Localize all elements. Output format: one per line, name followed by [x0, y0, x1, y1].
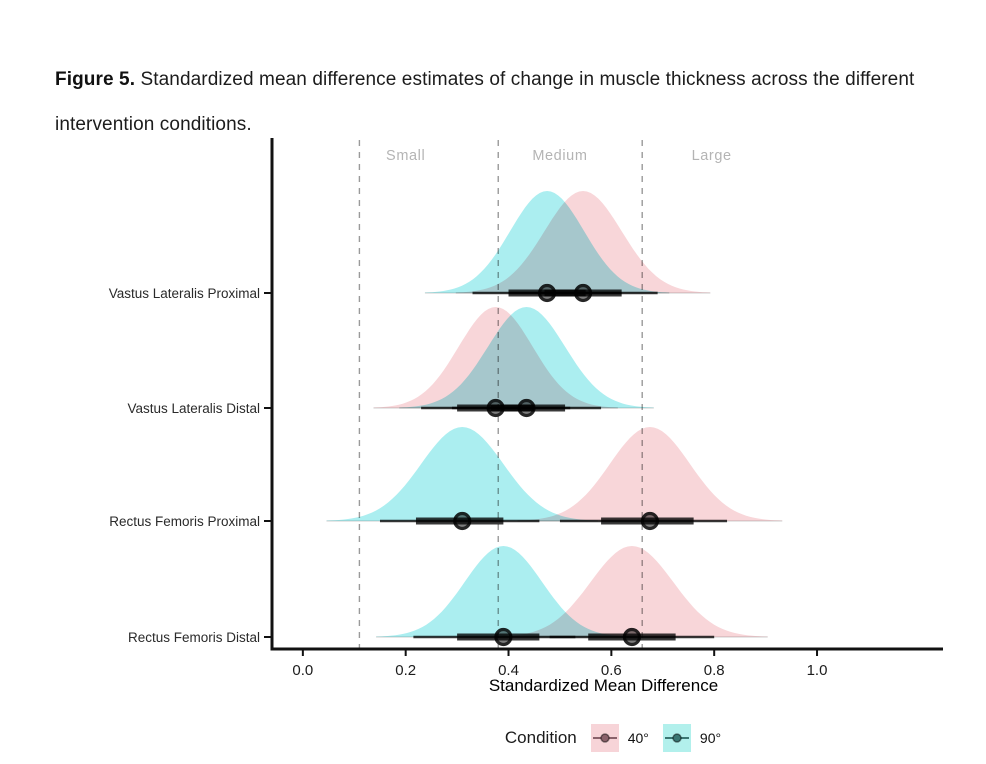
row-rectus-femoris-distal	[376, 546, 768, 647]
legend-glyph-90-icon	[664, 733, 689, 743]
x-tick-label-0.2: 0.2	[395, 662, 416, 679]
figure-caption: Figure 5. Standardized mean difference e…	[55, 57, 947, 147]
density-90-vastus-lateralis-proximal	[424, 191, 670, 293]
density-90-vastus-lateralis-distal	[399, 307, 654, 408]
legend-entry-90-label: 90°	[699, 730, 722, 746]
legend-entry-40: 40°	[590, 724, 649, 752]
region-label-large: Large	[692, 148, 732, 164]
y-label-rectus-femoris-distal: Rectus Femoris Distal	[128, 630, 260, 645]
point-estimate-90-rectus-femoris-proximal	[453, 511, 472, 531]
row-rectus-femoris-proximal	[326, 427, 783, 531]
point-estimate-90-vastus-lateralis-proximal	[537, 283, 557, 303]
row-vastus-lateralis-distal	[373, 307, 654, 418]
x-tick-label-1.0: 1.0	[807, 662, 828, 679]
x-tick-label-0.8: 0.8	[704, 662, 725, 679]
y-label-vastus-lateralis-proximal: Vastus Lateralis Proximal	[109, 286, 260, 301]
row-vastus-lateralis-proximal	[424, 191, 711, 303]
y-label-rectus-femoris-proximal: Rectus Femoris Proximal	[109, 514, 260, 529]
y-label-vastus-lateralis-distal: Vastus Lateralis Distal	[127, 401, 260, 416]
region-label-small: Small	[386, 148, 425, 164]
x-tick-label-0.6: 0.6	[601, 662, 622, 679]
chart-legend: Condition 40° 90°	[240, 722, 986, 754]
legend-swatch-40-icon	[590, 724, 619, 752]
point-estimate-40-rectus-femoris-distal	[622, 627, 642, 647]
legend-glyph-40-icon	[592, 733, 617, 743]
x-axis-title: Standardized Mean Difference	[489, 676, 718, 695]
density-40-rectus-femoris-proximal	[517, 427, 783, 521]
point-estimate-90-vastus-lateralis-distal	[517, 398, 536, 418]
legend-swatch-90-icon	[662, 724, 691, 752]
point-estimate-40-rectus-femoris-proximal	[640, 511, 660, 531]
x-tick-label-0.4: 0.4	[498, 662, 519, 679]
legend-title: Condition	[504, 728, 577, 747]
point-estimate-90-rectus-femoris-distal	[494, 627, 513, 647]
density-90-rectus-femoris-proximal	[326, 427, 598, 521]
figure-caption-text: Standardized mean difference estimates o…	[55, 69, 915, 135]
x-tick-label-0.0: 0.0	[292, 662, 313, 679]
density-90-rectus-femoris-distal	[376, 546, 631, 637]
figure-label: Figure 5.	[55, 69, 136, 90]
legend-entry-90: 90°	[662, 724, 722, 752]
region-label-medium: Medium	[532, 148, 587, 164]
legend-entry-40-label: 40°	[627, 730, 649, 746]
